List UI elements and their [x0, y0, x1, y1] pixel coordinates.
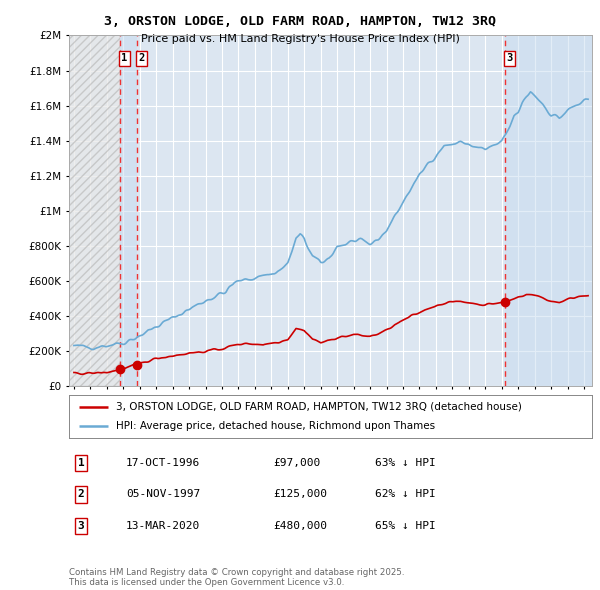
Text: 63% ↓ HPI: 63% ↓ HPI: [375, 458, 436, 468]
Text: 62% ↓ HPI: 62% ↓ HPI: [375, 490, 436, 499]
Text: 65% ↓ HPI: 65% ↓ HPI: [375, 522, 436, 531]
Text: HPI: Average price, detached house, Richmond upon Thames: HPI: Average price, detached house, Rich…: [116, 421, 435, 431]
Text: £125,000: £125,000: [273, 490, 327, 499]
Text: 1: 1: [77, 458, 85, 468]
Text: £97,000: £97,000: [273, 458, 320, 468]
Text: 3: 3: [506, 53, 512, 63]
Bar: [505, 35, 592, 386]
Text: 3: 3: [77, 522, 85, 531]
Text: 17-OCT-1996: 17-OCT-1996: [126, 458, 200, 468]
Text: Price paid vs. HM Land Registry's House Price Index (HPI): Price paid vs. HM Land Registry's House …: [140, 34, 460, 44]
Bar: [120, 35, 137, 386]
Text: £480,000: £480,000: [273, 522, 327, 531]
Text: 2: 2: [77, 490, 85, 499]
Text: 2: 2: [139, 53, 145, 63]
Text: 3, ORSTON LODGE, OLD FARM ROAD, HAMPTON, TW12 3RQ (detached house): 3, ORSTON LODGE, OLD FARM ROAD, HAMPTON,…: [116, 402, 522, 412]
Text: 1: 1: [121, 53, 127, 63]
Text: 13-MAR-2020: 13-MAR-2020: [126, 522, 200, 531]
Bar: [69, 35, 120, 386]
Text: Contains HM Land Registry data © Crown copyright and database right 2025.
This d: Contains HM Land Registry data © Crown c…: [69, 568, 404, 587]
Text: 05-NOV-1997: 05-NOV-1997: [126, 490, 200, 499]
Text: 3, ORSTON LODGE, OLD FARM ROAD, HAMPTON, TW12 3RQ: 3, ORSTON LODGE, OLD FARM ROAD, HAMPTON,…: [104, 15, 496, 28]
